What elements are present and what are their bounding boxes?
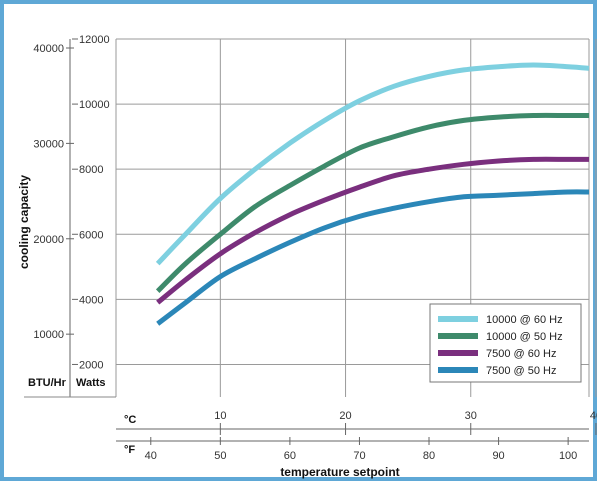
- watts-tick-label: 8000: [79, 164, 103, 176]
- celsius-tick-label: 40: [590, 410, 597, 422]
- fahrenheit-tick-label: 60: [284, 450, 296, 462]
- watts-unit-label: Watts: [76, 377, 106, 389]
- btu-tick-label: 20000: [33, 234, 64, 246]
- axes: 2000 4000 6000 8000 10000 12000 10000 20000 3000…: [24, 34, 597, 462]
- watts-tick-label: 4000: [79, 294, 103, 306]
- x-axis-title: temperature setpoint: [280, 465, 399, 479]
- celsius-tick-label: 20: [339, 410, 351, 422]
- celsius-unit-label: °C: [124, 414, 136, 426]
- fahrenheit-tick-label: 100: [559, 450, 577, 462]
- series-line-3: [156, 156, 589, 305]
- legend: 10000 @ 60 Hz 10000 @ 50 Hz 7500 @ 60 Hz 75…: [429, 303, 582, 383]
- fahrenheit-tick-label: 50: [214, 450, 226, 462]
- btu-unit-label: BTU/Hr: [28, 377, 67, 389]
- legend-label: 7500 @ 60 Hz: [486, 348, 557, 360]
- series-lines: [155, 62, 590, 326]
- legend-label: 10000 @ 50 Hz: [486, 331, 563, 343]
- series-line-4: [156, 189, 590, 326]
- y-axis-title: cooling capacity: [17, 175, 31, 269]
- chart-svg: 2000 4000 6000 8000 10000 12000 10000 20000 3000…: [17, 34, 597, 479]
- btu-tick-label: 30000: [33, 138, 64, 150]
- watts-tick-label: 10000: [79, 99, 110, 111]
- fahrenheit-unit-label: °F: [124, 444, 135, 456]
- watts-tick-label: 12000: [79, 34, 110, 46]
- celsius-tick-label: 10: [214, 410, 226, 422]
- btu-tick-label: 40000: [33, 43, 64, 55]
- fahrenheit-tick-label: 40: [145, 450, 157, 462]
- series-line-1: [155, 62, 590, 266]
- watts-tick-label: 6000: [79, 229, 103, 241]
- legend-label: 10000 @ 60 Hz: [486, 314, 563, 326]
- series-line-2: [155, 112, 589, 293]
- celsius-tick-label: 30: [465, 410, 477, 422]
- fahrenheit-tick-label: 90: [492, 450, 504, 462]
- btu-tick-label: 10000: [33, 329, 64, 341]
- fahrenheit-tick-label: 70: [353, 450, 365, 462]
- watts-tick-label: 2000: [79, 359, 103, 371]
- legend-label: 7500 @ 50 Hz: [486, 365, 557, 377]
- fahrenheit-tick-label: 80: [423, 450, 435, 462]
